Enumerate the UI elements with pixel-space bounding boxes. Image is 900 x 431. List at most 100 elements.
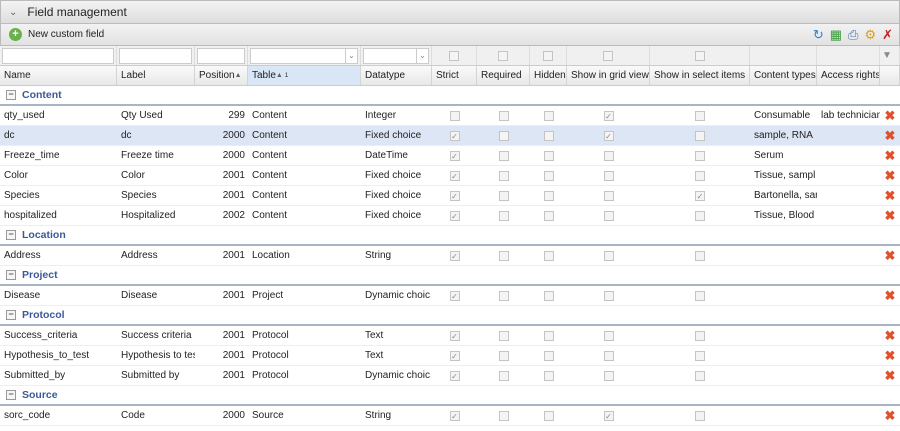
new-custom-field-button[interactable]: New custom field: [28, 29, 105, 40]
column-header[interactable]: Name: [0, 66, 117, 85]
column-header[interactable]: Hidden: [530, 66, 567, 85]
delete-icon[interactable]: ✖: [884, 107, 896, 123]
required-checkbox[interactable]: [498, 170, 509, 181]
collapse-icon[interactable]: −: [6, 230, 16, 240]
table-row[interactable]: Species Species 2001 Content Fixed choice ✓ ✓ B…: [0, 186, 900, 206]
select-checkbox[interactable]: [695, 250, 705, 261]
dropdown-icon[interactable]: ⌄: [416, 48, 428, 63]
dropdown-icon[interactable]: ⌄: [345, 48, 357, 63]
strict-checkbox[interactable]: ✓: [449, 210, 460, 221]
chevron-down-icon[interactable]: ⌄: [9, 6, 18, 18]
table-row[interactable]: qty_used Qty Used 299 Content Integer ✓ Consum…: [0, 106, 900, 126]
strict-checkbox[interactable]: ✓: [449, 170, 460, 181]
select-checkbox[interactable]: [695, 210, 705, 221]
grid-checkbox[interactable]: [603, 350, 614, 361]
select-checkbox[interactable]: [695, 410, 705, 421]
table-row[interactable]: sorc_code Code 2000 Source String ✓ ✓ ✖: [0, 406, 900, 426]
grid-checkbox[interactable]: ✓: [603, 110, 614, 121]
refresh-icon[interactable]: ↻: [812, 26, 824, 42]
delete-icon[interactable]: ✖: [884, 127, 896, 143]
strict-checkbox[interactable]: ✓: [449, 190, 460, 201]
select-checkbox[interactable]: ✓: [695, 190, 705, 201]
print-icon[interactable]: ⎙: [848, 26, 859, 42]
delete-icon[interactable]: ✖: [884, 147, 896, 163]
grid-checkbox[interactable]: [603, 370, 614, 381]
delete-icon[interactable]: ✖: [884, 327, 896, 343]
table-row[interactable]: dc dc 2000 Content Fixed choice ✓ ✓ sample, RNA…: [0, 126, 900, 146]
group-row[interactable]: − Source: [0, 386, 900, 406]
filter-checkbox[interactable]: [694, 50, 705, 61]
delete-icon[interactable]: ✖: [884, 287, 896, 303]
hidden-checkbox[interactable]: [543, 250, 554, 261]
grid-checkbox[interactable]: [603, 170, 614, 181]
table-row[interactable]: Color Color 2001 Content Fixed choice ✓ Tissue…: [0, 166, 900, 186]
select-checkbox[interactable]: [695, 110, 705, 121]
table-row[interactable]: Hypothesis_to_test Hypothesis to tes 2001 P…: [0, 346, 900, 366]
select-checkbox[interactable]: [695, 330, 705, 341]
required-checkbox[interactable]: [498, 350, 509, 361]
strict-checkbox[interactable]: ✓: [449, 250, 460, 261]
delete-icon[interactable]: ✖: [884, 187, 896, 203]
strict-checkbox[interactable]: ✓: [449, 370, 460, 381]
column-header[interactable]: Required: [477, 66, 530, 85]
column-header[interactable]: Content types: [750, 66, 817, 85]
delete-icon[interactable]: ✖: [884, 167, 896, 183]
hidden-checkbox[interactable]: [543, 350, 554, 361]
grid-checkbox[interactable]: ✓: [603, 130, 614, 141]
filter-checkbox[interactable]: [603, 50, 613, 61]
select-checkbox[interactable]: [695, 150, 705, 161]
strict-checkbox[interactable]: ✓: [449, 150, 460, 161]
column-header[interactable]: Datatype: [361, 66, 432, 85]
strict-checkbox[interactable]: ✓: [449, 330, 460, 341]
hidden-checkbox[interactable]: [543, 290, 554, 301]
required-checkbox[interactable]: [498, 130, 509, 141]
grid-checkbox[interactable]: [603, 250, 614, 261]
grid-checkbox[interactable]: ✓: [603, 410, 614, 421]
grid-checkbox[interactable]: [603, 290, 614, 301]
delete-icon[interactable]: ✖: [884, 247, 896, 263]
column-header[interactable]: Label: [117, 66, 195, 85]
select-checkbox[interactable]: [695, 370, 705, 381]
collapse-icon[interactable]: −: [6, 270, 16, 280]
table-row[interactable]: Disease Disease 2001 Project Dynamic choic ✓ ✖: [0, 286, 900, 306]
hidden-checkbox[interactable]: [543, 330, 554, 341]
table-row[interactable]: Success_criteria Success criteria 2001 Prot…: [0, 326, 900, 346]
grid-checkbox[interactable]: [603, 330, 614, 341]
required-checkbox[interactable]: [498, 210, 509, 221]
select-checkbox[interactable]: [695, 170, 705, 181]
delete-icon[interactable]: ✖: [884, 367, 896, 383]
filter-input-1[interactable]: [119, 47, 192, 64]
column-header[interactable]: Table ▲ 1: [248, 66, 361, 85]
add-icon[interactable]: +: [9, 28, 22, 41]
column-header[interactable]: Position ▲: [195, 66, 248, 85]
group-row[interactable]: − Location: [0, 226, 900, 246]
settings-icon[interactable]: ⚙: [864, 26, 877, 42]
filter-checkbox[interactable]: [498, 50, 508, 61]
required-checkbox[interactable]: [498, 150, 509, 161]
hidden-checkbox[interactable]: [543, 190, 554, 201]
required-checkbox[interactable]: [498, 330, 509, 341]
table-row[interactable]: hospitalized Hospitalized 2002 Content Fixed…: [0, 206, 900, 226]
select-checkbox[interactable]: [695, 290, 705, 301]
select-checkbox[interactable]: [695, 350, 705, 361]
strict-checkbox[interactable]: [449, 110, 460, 121]
select-checkbox[interactable]: [695, 130, 705, 141]
filter-input-2[interactable]: [197, 47, 245, 64]
table-row[interactable]: Freeze_time Freeze time 2000 Content DateTim…: [0, 146, 900, 166]
required-checkbox[interactable]: [498, 410, 509, 421]
hidden-checkbox[interactable]: [543, 110, 554, 121]
required-checkbox[interactable]: [498, 110, 509, 121]
column-header[interactable]: Strict: [432, 66, 477, 85]
hidden-checkbox[interactable]: [543, 410, 554, 421]
export-excel-icon[interactable]: ▦: [829, 26, 843, 42]
clear-filter-icon[interactable]: ✗: [882, 26, 893, 42]
strict-checkbox[interactable]: ✓: [449, 130, 460, 141]
grid-checkbox[interactable]: [603, 190, 614, 201]
group-row[interactable]: − Protocol: [0, 306, 900, 326]
column-header[interactable]: Access rights: [817, 66, 880, 85]
group-row[interactable]: − Project: [0, 266, 900, 286]
group-row[interactable]: − Content: [0, 86, 900, 106]
strict-checkbox[interactable]: ✓: [449, 350, 460, 361]
strict-checkbox[interactable]: ✓: [449, 290, 460, 301]
hidden-checkbox[interactable]: [543, 150, 554, 161]
